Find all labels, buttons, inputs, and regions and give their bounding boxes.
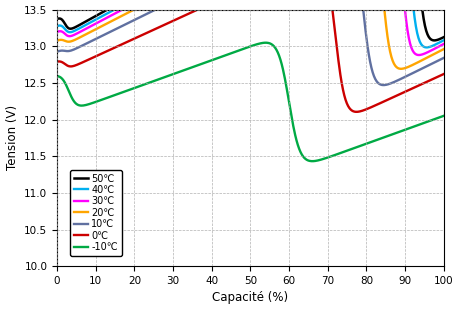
Line: 30℃: 30℃ <box>57 0 444 55</box>
40℃ <box>424 46 430 49</box>
-10℃ <box>263 41 268 45</box>
0℃ <box>154 27 159 30</box>
10℃ <box>123 23 128 26</box>
Line: 20℃: 20℃ <box>57 0 444 69</box>
-10℃ <box>123 89 128 93</box>
X-axis label: Capacité (%): Capacité (%) <box>213 291 288 304</box>
20℃ <box>54 39 60 42</box>
50℃ <box>54 17 60 21</box>
50℃ <box>432 38 437 42</box>
30℃ <box>123 6 128 10</box>
10℃ <box>441 56 447 60</box>
-10℃ <box>283 80 288 84</box>
Line: 0℃: 0℃ <box>57 0 444 112</box>
0℃ <box>346 105 352 109</box>
10℃ <box>154 7 159 11</box>
-10℃ <box>54 74 60 78</box>
50℃ <box>441 35 447 39</box>
Line: 40℃: 40℃ <box>57 0 444 47</box>
0℃ <box>123 41 128 45</box>
-10℃ <box>441 114 447 118</box>
-10℃ <box>154 78 159 82</box>
10℃ <box>54 50 60 54</box>
30℃ <box>441 42 447 46</box>
-10℃ <box>347 148 352 152</box>
Line: 10℃: 10℃ <box>57 0 444 85</box>
30℃ <box>416 53 422 57</box>
20℃ <box>398 67 404 71</box>
20℃ <box>441 47 447 51</box>
40℃ <box>441 38 447 42</box>
-10℃ <box>229 51 235 55</box>
Line: -10℃: -10℃ <box>57 43 444 161</box>
0℃ <box>354 110 359 114</box>
Legend: 50℃, 40℃, 30℃, 20℃, 10℃, 0℃, -10℃: 50℃, 40℃, 30℃, 20℃, 10℃, 0℃, -10℃ <box>70 170 122 256</box>
10℃ <box>381 83 386 87</box>
0℃ <box>54 60 60 64</box>
50℃ <box>123 0 128 1</box>
40℃ <box>54 24 60 28</box>
0℃ <box>441 72 447 76</box>
Line: 50℃: 50℃ <box>57 0 444 40</box>
20℃ <box>123 12 128 16</box>
Y-axis label: Tension (V): Tension (V) <box>6 105 18 170</box>
-10℃ <box>314 159 319 162</box>
-10℃ <box>310 159 315 163</box>
40℃ <box>123 2 128 6</box>
30℃ <box>54 30 60 34</box>
